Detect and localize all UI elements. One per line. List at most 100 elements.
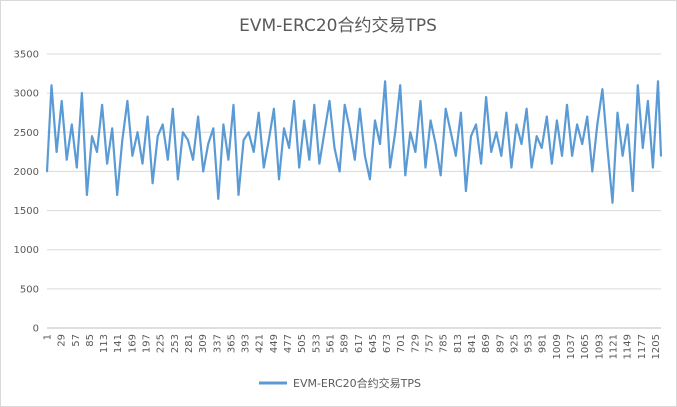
data-point [237,193,240,196]
x-tick-label: 477 [283,334,294,353]
y-axis-tick-labels: 0 500 1000 1500 2000 2500 3000 3500 [14,50,39,335]
data-point [419,100,422,102]
legend-label: EVM-ERC20合约交易TPS [293,376,421,390]
data-point [490,150,493,153]
data-point [641,146,644,149]
data-point [192,158,194,161]
x-tick-label: 1065 [580,334,591,359]
data-point [485,96,488,99]
data-point [636,84,639,87]
data-point [288,146,291,149]
data-point [566,103,568,106]
data-point [459,111,462,114]
data-point [535,135,538,138]
x-tick-label: 869 [481,334,492,353]
data-point [80,92,83,95]
x-tick-label: 57 [71,334,82,347]
data-point [197,115,200,118]
data-point [166,158,169,161]
data-point [50,84,53,87]
data-point [156,135,159,138]
grid-lines [47,53,661,290]
x-axis-tick-labels: 1 29 57 85 113 141 169 197 225 253 281 309 337 365 393… [43,334,662,359]
data-point [303,119,306,122]
data-point [318,162,321,165]
x-tick-label: 813 [453,334,464,353]
data-point [379,143,381,145]
data-point [409,131,412,134]
data-point [545,115,548,118]
data-point [176,178,179,181]
data-point [611,201,614,204]
data-point [571,154,574,157]
data-point [394,131,397,134]
x-tick-label: 113 [99,334,110,353]
x-tick-label: 897 [495,334,506,353]
x-tick-label: 1037 [566,334,577,359]
x-tick-label: 365 [226,334,237,353]
data-point [272,107,275,110]
legend: EVM-ERC20合约交易TPS [259,376,421,390]
data-point [586,115,589,118]
data-point [207,143,210,145]
data-point [247,131,250,134]
data-point [338,170,341,173]
x-tick-label: 673 [382,334,393,353]
data-point [389,166,392,169]
y-tick-label: 0 [33,324,39,335]
data-point [550,162,553,165]
data-point [262,166,265,169]
data-point [126,100,129,102]
data-point [283,127,285,130]
data-point [530,166,533,169]
data-point [429,119,432,122]
data-point [101,103,104,106]
data-point [520,143,523,145]
y-tick-label: 2000 [14,167,39,178]
data-point [187,139,189,142]
x-tick-label: 1093 [594,334,605,359]
x-tick-label: 925 [509,334,520,353]
data-point [298,166,301,169]
y-tick-label: 500 [20,284,39,295]
data-point [171,107,174,110]
data-point [252,150,255,153]
data-point [353,158,356,161]
data-point [333,146,336,149]
data-point [606,146,609,149]
data-point [581,143,584,145]
y-tick-label: 1000 [14,245,39,256]
data-point [46,170,48,173]
x-tick-label: 505 [297,334,308,353]
data-point [475,123,477,126]
data-point [111,127,114,130]
data-point [232,103,235,106]
data-point [222,123,225,126]
data-point [348,127,351,130]
data-point [424,166,427,169]
x-tick-label: 589 [340,334,351,353]
data-point [439,174,442,177]
data-point [343,103,346,106]
data-point [131,154,134,157]
y-tick-label: 2500 [14,128,39,139]
series-layer [45,80,663,204]
data-point [146,115,149,118]
data-point [414,150,417,153]
data-point [358,107,361,110]
data-point [328,100,331,102]
x-tick-label: 337 [212,334,223,353]
data-point [621,154,624,157]
y-tick-label: 3000 [14,89,39,100]
data-point [464,190,467,192]
x-tick-label: 757 [425,334,436,353]
x-tick-label: 701 [396,334,407,353]
data-point [151,182,154,185]
data-point [161,123,164,126]
x-tick-label: 309 [198,334,209,353]
data-point [141,162,144,165]
data-point [505,111,508,114]
data-point [500,154,503,157]
data-point [454,154,457,157]
data-point [651,166,654,169]
